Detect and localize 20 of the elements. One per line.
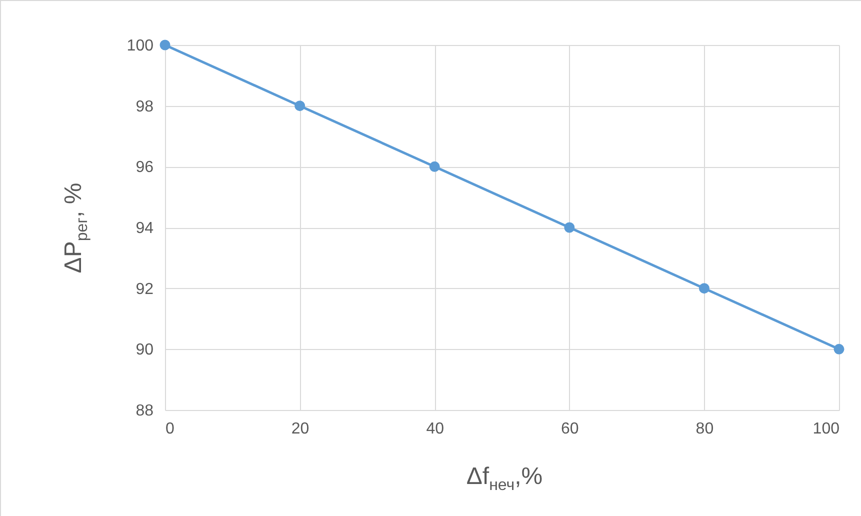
x-axis-title: Δf$_{неч}$,% [465,463,544,495]
y-tick-label: 98 [136,98,154,116]
x-tick-label: 80 [696,420,714,438]
point [698,283,710,294]
x-tick-label: 60 [561,420,579,438]
x-tick-label: 100 [812,420,840,438]
x-tick-label: 20 [291,420,310,438]
x-tick-label: 0 [166,420,174,438]
point [294,100,306,112]
y-tick-label: 96 [136,159,154,176]
y-tick-label: 100 [126,38,154,54]
y-tick-label: 94 [136,220,154,237]
y-tick-label: 92 [136,280,154,298]
y-tick-label: 90 [136,342,154,359]
x-tick-label: 40 [426,420,444,438]
point [429,161,440,172]
point [564,222,575,233]
y-tick-label: 88 [136,402,154,420]
point [834,344,844,354]
point [160,40,170,50]
